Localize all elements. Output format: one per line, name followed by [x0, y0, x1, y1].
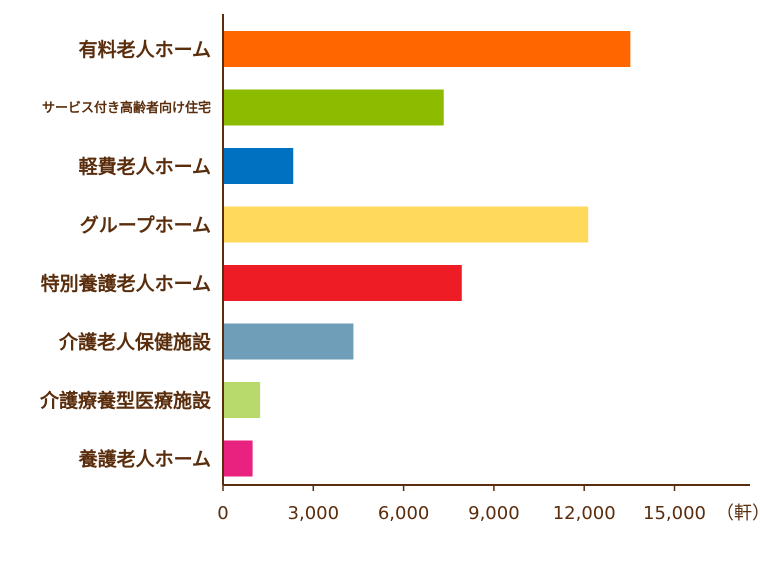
bar-5: [224, 323, 354, 360]
x-ticks: 0 3,000 6,000 9,000 12,000 15,000: [217, 485, 706, 524]
x-tick-label-0: 0: [217, 503, 228, 524]
axes: [222, 14, 750, 486]
x-tick-label-2: 6,000: [378, 503, 430, 524]
category-label-2: 軽費老人ホーム: [79, 155, 211, 178]
bar-2: [224, 148, 294, 184]
category-label-5: 介護老人保健施設: [58, 330, 212, 353]
x-tick-label-4: 12,000: [553, 503, 616, 524]
bar-6: [224, 382, 261, 418]
bar-0: [224, 31, 631, 67]
category-label-6: 介護療養型医療施設: [39, 389, 212, 412]
category-label-7: 養護老人ホーム: [78, 447, 211, 470]
category-label-4: 特別養護老人ホーム: [41, 272, 211, 295]
x-unit-label: （軒）: [716, 503, 760, 524]
x-tick-label-3: 9,000: [468, 503, 520, 524]
bars: [224, 31, 631, 477]
category-label-0: 有料老人ホーム: [79, 38, 211, 61]
bar-4: [224, 265, 462, 301]
x-tick-label-1: 3,000: [288, 503, 340, 524]
category-labels: 有料老人ホームサービス付き高齢者向け住宅軽費老人ホームグループホーム特別養護老人…: [39, 38, 212, 470]
bar-1: [224, 89, 444, 126]
category-label-3: グループホーム: [80, 213, 211, 236]
category-label-1: サービス付き高齢者向け住宅: [42, 100, 211, 116]
bar-7: [224, 440, 253, 477]
bar-3: [224, 206, 589, 243]
x-tick-label-5: 15,000: [643, 503, 706, 524]
